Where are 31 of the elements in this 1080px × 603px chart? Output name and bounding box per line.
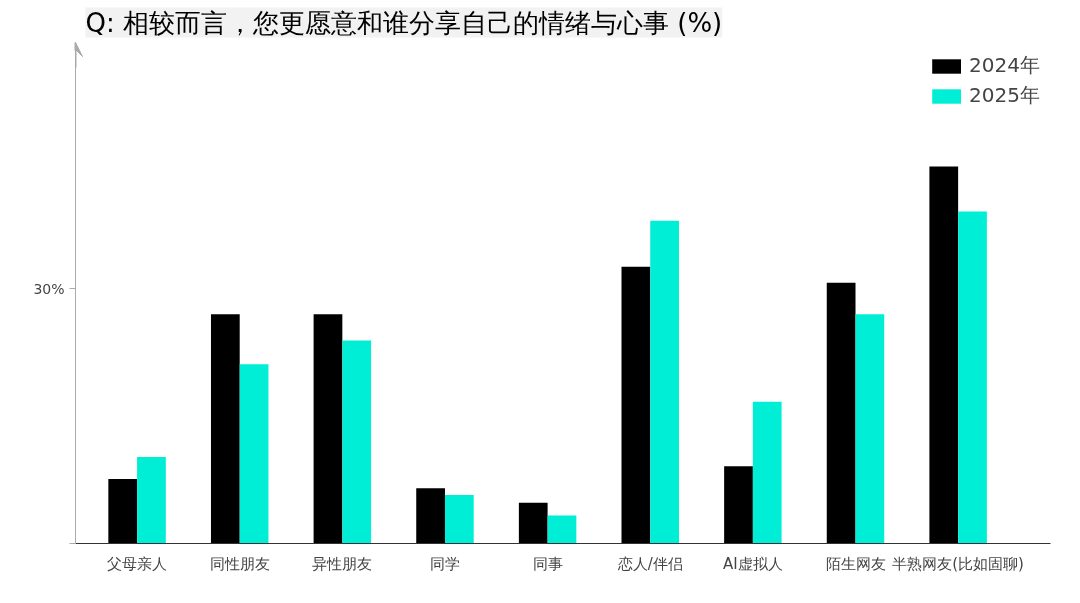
bar: [826, 282, 856, 544]
legend-label: 2024年: [969, 52, 1040, 79]
bar: [108, 478, 138, 544]
bar: [621, 266, 651, 544]
x-tick-label: 异性朋友: [312, 554, 373, 573]
x-tick-label: 恋人/伴侣: [616, 554, 683, 573]
x-tick-label: 父母亲人: [107, 554, 168, 573]
bar: [855, 314, 885, 544]
legend-label: 2025年: [969, 82, 1040, 109]
x-tick-label: 同学: [429, 554, 460, 573]
x-tick-label: 同性朋友: [209, 554, 270, 573]
bar: [342, 340, 372, 544]
bar: [650, 220, 679, 544]
bar: [137, 456, 166, 544]
bar: [958, 211, 987, 544]
bar: [444, 495, 474, 544]
bar: [547, 515, 577, 544]
x-tick-label: 同事: [532, 554, 563, 573]
bar: [518, 502, 548, 544]
x-tick-label: 半熟网友(比如固聊): [892, 554, 1024, 573]
x-tick-label: AI虚拟人: [723, 554, 783, 573]
x-tick-label: 陌生网友: [825, 554, 886, 573]
bar: [929, 166, 959, 544]
y-tick-label: 30%: [33, 280, 65, 297]
bar: [416, 488, 445, 544]
bar: [724, 466, 753, 544]
bar: [752, 401, 782, 544]
bar: [210, 314, 240, 544]
bar: [313, 314, 343, 544]
bar: [239, 364, 269, 544]
chart-title: Q: 相较而言，您更愿意和谁分享自己的情绪与心事 (%): [85, 7, 723, 38]
